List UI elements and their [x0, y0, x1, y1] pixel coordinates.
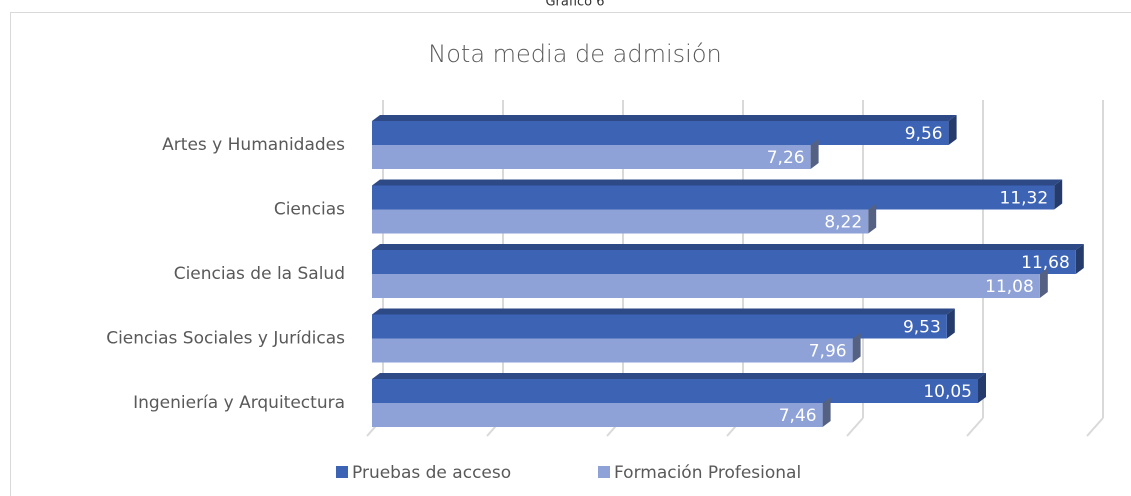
y-tick-label: Artes y Humanidades — [162, 135, 345, 155]
caption: Gráfico 6 — [545, 0, 604, 10]
value-label: 11,68 — [1021, 253, 1070, 273]
grid-foot — [966, 417, 984, 437]
legend-label: Pruebas de acceso — [352, 463, 511, 483]
bar — [372, 274, 1040, 298]
grid-foot — [846, 417, 864, 437]
value-label: 10,05 — [923, 382, 972, 402]
bar — [372, 403, 823, 427]
bar — [372, 250, 1076, 274]
bar-side — [1039, 268, 1048, 298]
y-tick-label: Ciencias — [274, 200, 345, 220]
bar-side — [868, 203, 877, 234]
value-label: 8,22 — [824, 213, 862, 233]
bar-top — [372, 179, 1063, 186]
bar-top — [372, 244, 1084, 250]
bar-side — [978, 373, 986, 403]
bar-side — [946, 308, 955, 339]
chart-title: Nota media de admisión — [428, 40, 721, 68]
value-label: 7,26 — [767, 148, 805, 168]
y-tick-label: Ingeniería y Arquitectura — [133, 393, 345, 413]
bar-side — [852, 332, 861, 363]
legend-label: Formación Profesional — [614, 463, 801, 483]
y-tick-label: Ciencias Sociales y Jurídicas — [106, 329, 345, 349]
bar — [372, 145, 811, 169]
bar — [372, 121, 949, 145]
bar-side — [948, 115, 957, 145]
value-label: 11,32 — [1000, 189, 1049, 209]
legend-swatch — [598, 466, 610, 478]
bar-side — [1054, 179, 1063, 210]
bar-side — [810, 139, 819, 169]
bar-side — [822, 397, 831, 427]
value-label: 11,08 — [985, 277, 1034, 297]
value-label: 7,96 — [809, 342, 847, 362]
grid-foot — [1086, 417, 1104, 437]
bar — [372, 209, 869, 234]
value-label: 9,56 — [905, 124, 943, 144]
bar — [372, 338, 853, 363]
legend-swatch — [336, 466, 348, 478]
value-label: 9,53 — [903, 318, 941, 338]
bar-top — [372, 308, 955, 315]
bar — [372, 185, 1055, 210]
bar-side — [1075, 244, 1084, 274]
bar-top — [372, 373, 986, 379]
value-label: 7,46 — [779, 406, 817, 426]
bar — [372, 379, 978, 403]
y-tick-label: Ciencias de la Salud — [174, 264, 345, 284]
bar-top — [372, 115, 957, 121]
bar — [372, 314, 947, 339]
